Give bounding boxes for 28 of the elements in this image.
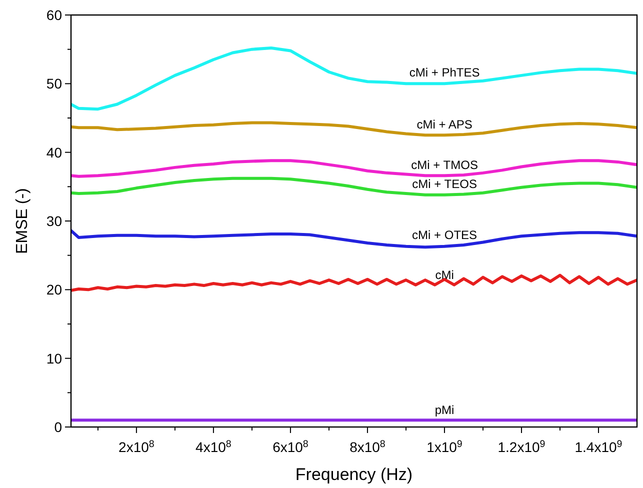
series-label: cMi + OTES	[412, 228, 478, 242]
y-tick-label: 60	[46, 7, 62, 23]
series-label: cMi	[435, 268, 454, 282]
x-tick-label: 4x10$^{8}$	[196, 438, 232, 455]
line-series	[71, 229, 637, 249]
y-tick-label: 10	[46, 350, 62, 366]
y-tick-label: 30	[46, 213, 62, 229]
x-tick-label: 1.4x10$^{9}$	[574, 438, 622, 455]
series-label: cMi + PhTES	[409, 65, 480, 80]
line-series	[71, 46, 637, 111]
y-tick-label: 50	[46, 76, 62, 92]
line-series	[71, 121, 637, 137]
series-label: cMi + TEOS	[412, 177, 477, 192]
line-series	[71, 176, 637, 196]
x-tick-label: 1x10$^{9}$	[426, 438, 462, 455]
series-label: cMi + TMOS	[411, 158, 478, 172]
y-tick-label: 0	[54, 419, 62, 435]
x-tick-label: 8x10$^{8}$	[350, 438, 386, 455]
x-axis-title: Frequency (Hz)	[295, 465, 413, 484]
y-tick-label: 20	[46, 282, 62, 298]
x-tick-label: 6x10$^{8}$	[272, 438, 309, 455]
line-series	[71, 159, 637, 178]
y-tick-label: 40	[46, 144, 62, 160]
y-axis-title: EMSE (-)	[14, 188, 31, 254]
series-label: pMi	[434, 403, 454, 418]
series-label: cMi + APS	[416, 117, 472, 132]
x-tick-label: 2x10$^{8}$	[118, 438, 155, 455]
x-tick-label: 1.2x10$^{9}$	[498, 438, 546, 455]
